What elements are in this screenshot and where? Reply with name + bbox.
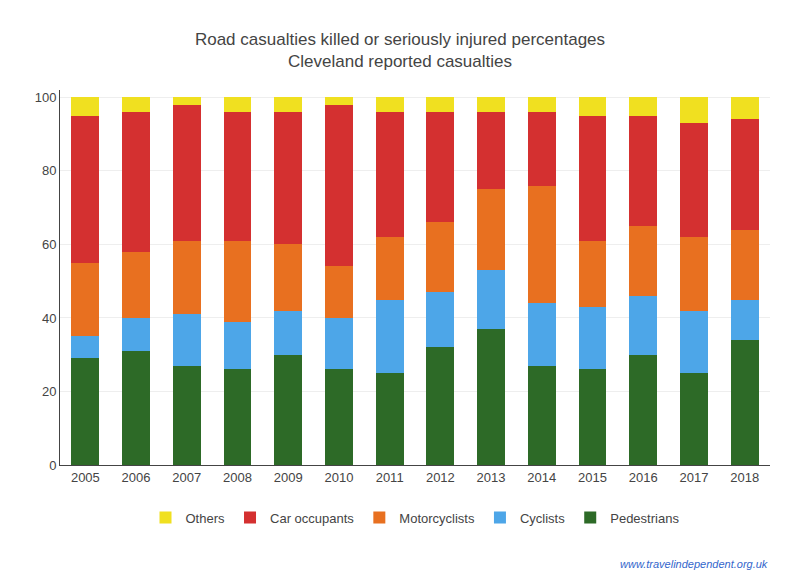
svg-text:2018: 2018 [730, 470, 759, 485]
svg-text:2007: 2007 [172, 470, 201, 485]
svg-text:2016: 2016 [629, 470, 658, 485]
svg-text:20: 20 [42, 384, 56, 399]
svg-text:2009: 2009 [274, 470, 303, 485]
svg-text:Road casualties killed or seri: Road casualties killed or seriously inju… [195, 30, 605, 71]
svg-text:100: 100 [35, 90, 57, 105]
svg-text:www.travelindependent.org.uk: www.travelindependent.org.uk [620, 558, 768, 570]
svg-text:2008: 2008 [223, 470, 252, 485]
svg-text:Cyclists: Cyclists [520, 511, 565, 526]
svg-text:Pedestrians: Pedestrians [610, 511, 679, 526]
svg-text:0: 0 [49, 458, 56, 473]
svg-text:60: 60 [42, 237, 56, 252]
svg-text:2017: 2017 [679, 470, 708, 485]
svg-text:2012: 2012 [426, 470, 455, 485]
svg-text:2013: 2013 [477, 470, 506, 485]
svg-text:2005: 2005 [71, 470, 100, 485]
svg-text:80: 80 [42, 163, 56, 178]
svg-text:2006: 2006 [122, 470, 151, 485]
svg-text:2014: 2014 [527, 470, 556, 485]
svg-text:2015: 2015 [578, 470, 607, 485]
svg-text:2011: 2011 [376, 470, 404, 485]
svg-text:Motorcyclists: Motorcyclists [399, 511, 475, 526]
svg-text:Others: Others [186, 511, 226, 526]
svg-text:Car occupants: Car occupants [270, 511, 354, 526]
svg-text:2010: 2010 [324, 470, 353, 485]
svg-text:40: 40 [42, 310, 56, 325]
